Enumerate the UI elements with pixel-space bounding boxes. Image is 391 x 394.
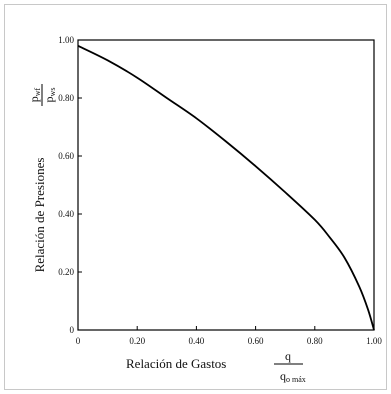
y-tick-label: 0.60 (58, 151, 74, 161)
x-tick-label: 0.20 (129, 336, 145, 346)
x-axis-ticks: 0 0.20 0.40 0.60 0.80 1.00 (76, 326, 382, 346)
y-tick-label: 0 (70, 325, 75, 335)
y-tick-label: 0.20 (58, 267, 74, 277)
x-axis-label: Relación de Gastos (126, 356, 226, 371)
x-tick-label: 0.40 (189, 336, 205, 346)
y-tick-label: 0.40 (58, 209, 74, 219)
y-fraction-numerator: pwf (27, 87, 42, 102)
series-layer (77, 44, 375, 331)
y-axis-ticks: 0 0.20 0.40 0.60 0.80 1.00 (58, 35, 82, 335)
y-tick-label: 1.00 (58, 35, 74, 45)
plot-area (77, 39, 375, 331)
x-fraction-numerator: q (285, 349, 291, 363)
figure-border (4, 4, 387, 390)
series-line (77, 44, 375, 331)
x-tick-label: 0 (76, 336, 81, 346)
y-axis-label-group: Relación de Presiones pwf pws (27, 84, 57, 272)
x-tick-label: 0.80 (307, 336, 323, 346)
x-fraction-denominator: qo máx (280, 369, 306, 384)
y-tick-label: 0.80 (58, 93, 74, 103)
x-tick-label: 0.60 (248, 336, 264, 346)
y-fraction-denominator: pws (42, 88, 57, 103)
x-tick-label: 1.00 (366, 336, 382, 346)
y-axis-label: Relación de Presiones (32, 158, 47, 273)
